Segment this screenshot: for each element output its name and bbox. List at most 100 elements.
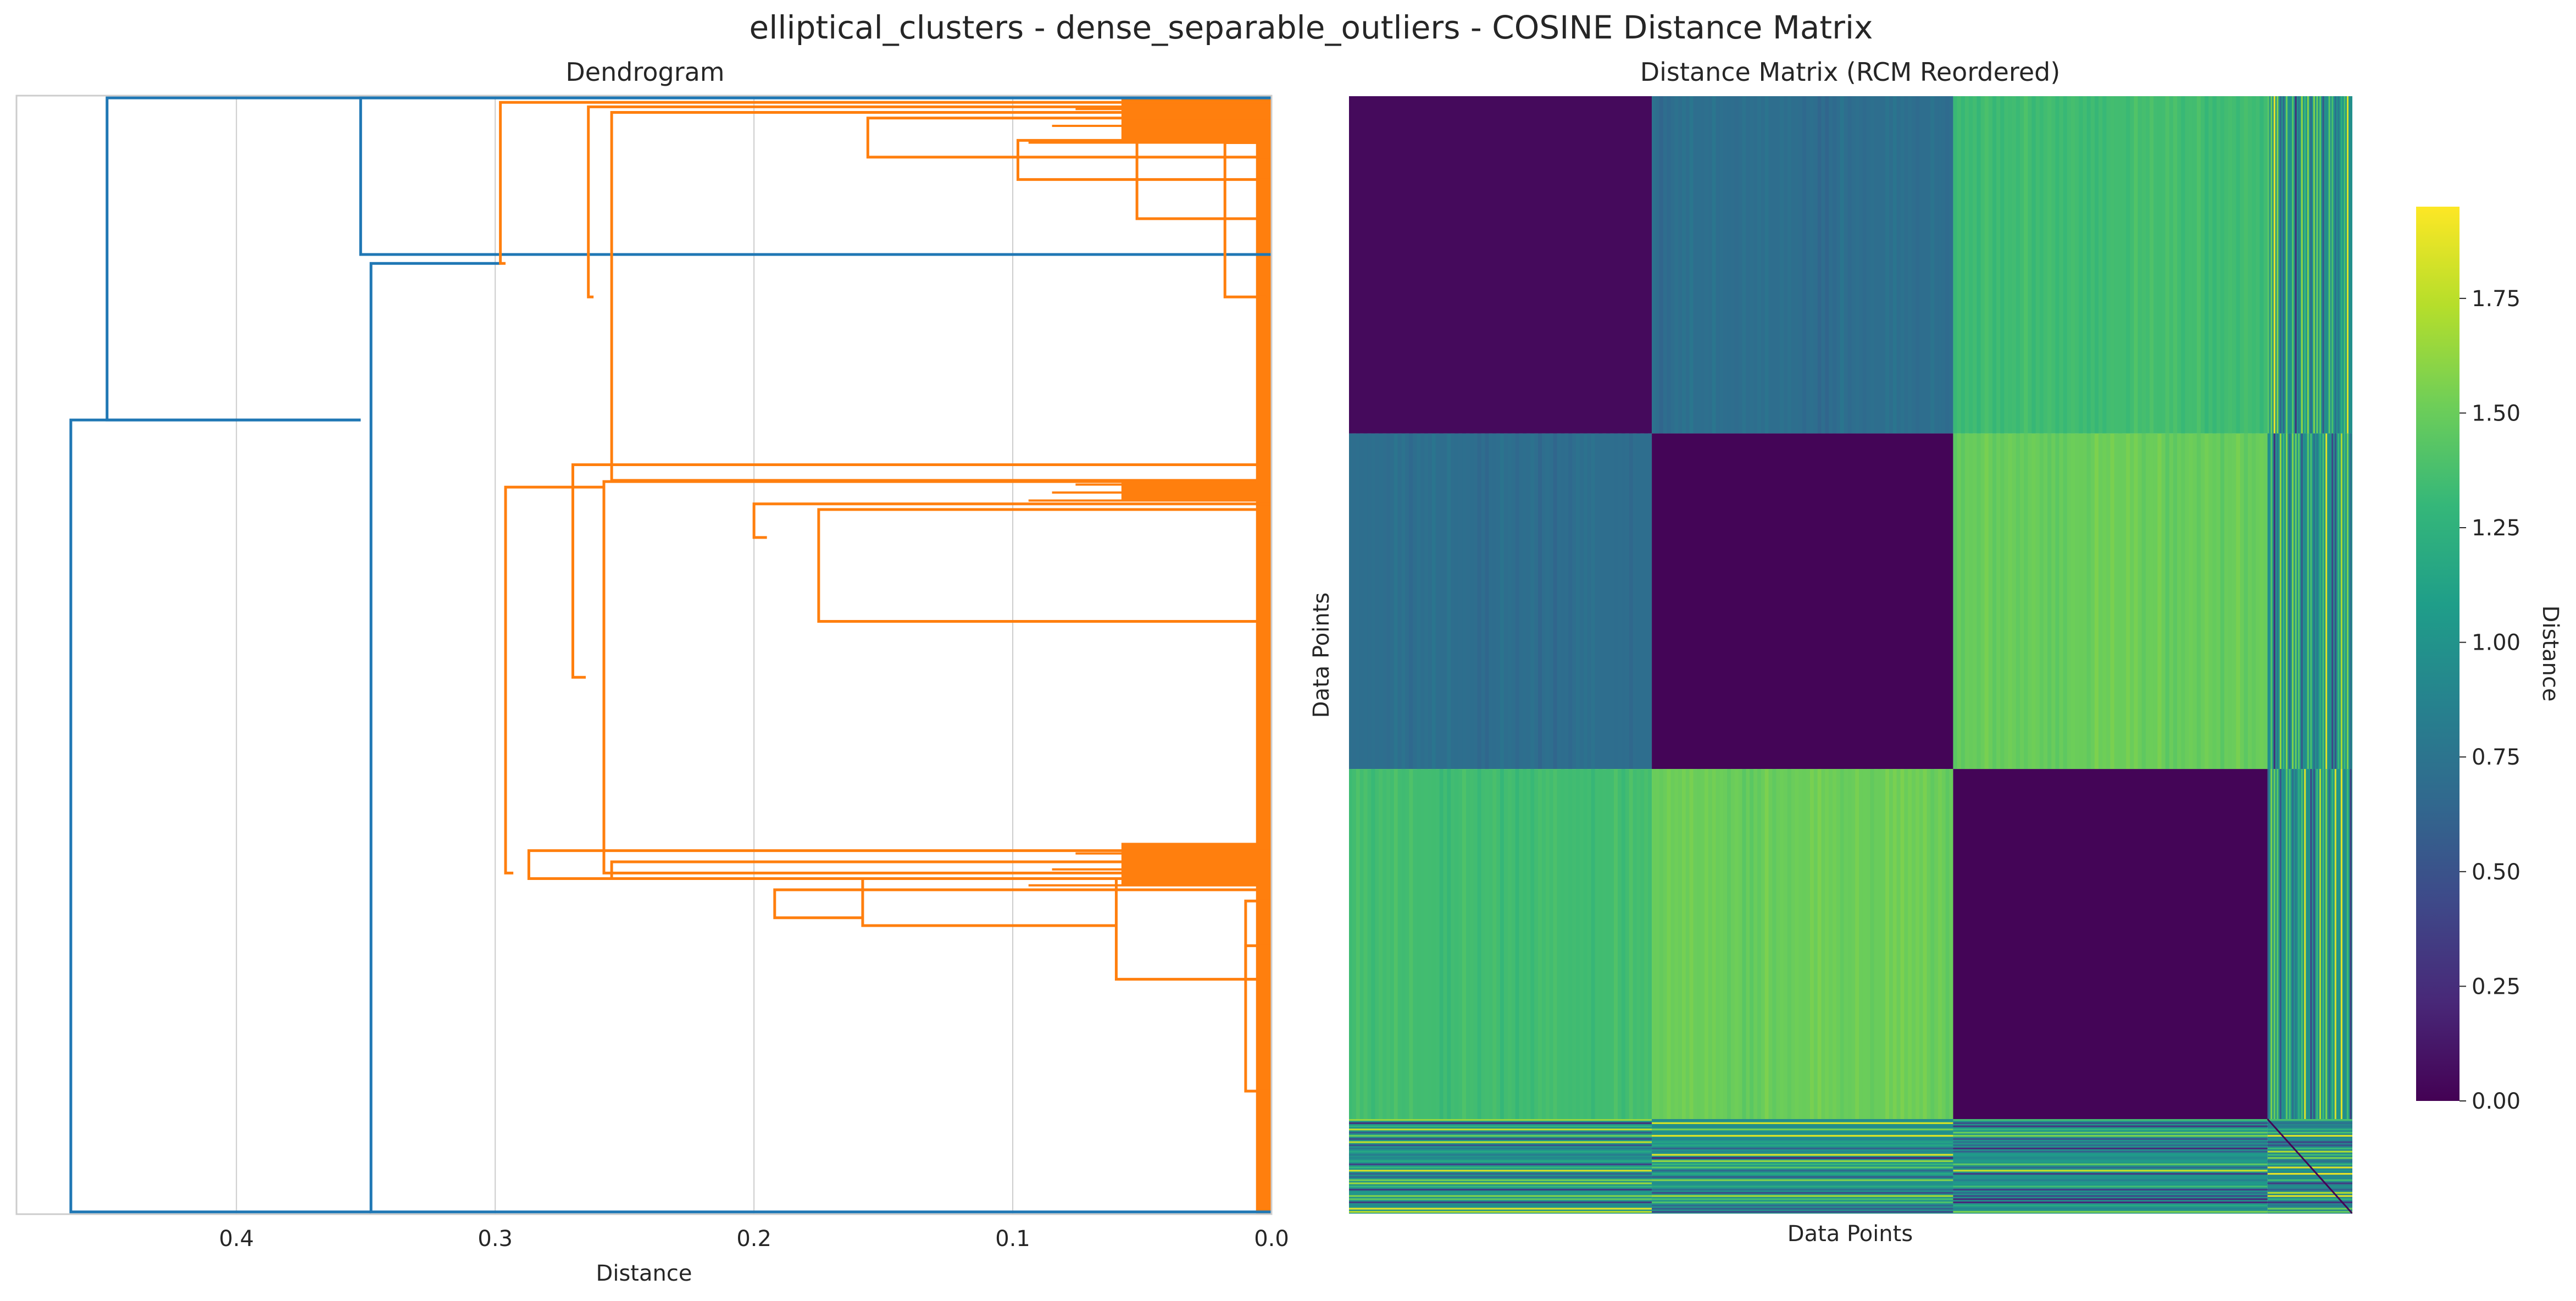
- heatmap-texture: [2071, 433, 2075, 769]
- heatmap-texture: [1809, 96, 1814, 434]
- heatmap-stripe: [2331, 769, 2334, 1120]
- heatmap-texture: [2165, 433, 2169, 769]
- dendrogram-links: [69, 96, 1272, 1214]
- heatmap-texture: [2244, 433, 2248, 769]
- heatmap-stripe: [2310, 433, 2312, 769]
- heatmap-stripe: [1652, 1176, 1953, 1178]
- dendrogram-tick-label: 0.0: [1254, 1226, 1289, 1252]
- heatmap-texture: [2063, 433, 2067, 769]
- heatmap-stripe: [1652, 1125, 1953, 1127]
- heatmap-texture: [1697, 769, 1701, 1120]
- heatmap-stripe: [1348, 1119, 1652, 1121]
- heatmap-texture: [1348, 769, 1352, 1120]
- heatmap-texture: [2102, 96, 2107, 434]
- heatmap-stripe: [1652, 1201, 1953, 1204]
- heatmap-texture: [2000, 433, 2005, 769]
- heatmap-stripe: [2267, 1198, 2353, 1200]
- heatmap-texture: [1945, 769, 1950, 1120]
- heatmap-texture: [2259, 96, 2264, 434]
- heatmap-stripe: [1953, 1188, 2268, 1191]
- heatmap-stripe: [2322, 433, 2324, 769]
- heatmap-stripe: [1652, 1166, 1953, 1169]
- dendrogram-tick-label: 0.2: [736, 1226, 771, 1252]
- heatmap-stripe: [1348, 1211, 1652, 1213]
- dendrogram-tick-label: 0.4: [219, 1226, 254, 1252]
- heatmap-texture: [1409, 433, 1413, 769]
- heatmap-texture: [1454, 769, 1459, 1120]
- heatmap-stripe: [2283, 769, 2285, 1120]
- heatmap-texture: [1667, 96, 1671, 434]
- heatmap-ylabel: Data Points: [1309, 593, 1334, 718]
- heatmap-texture: [1847, 769, 1852, 1120]
- heatmap-texture: [1644, 433, 1648, 769]
- dendrogram-link: [1244, 899, 1272, 981]
- heatmap-stripe: [2267, 1160, 2353, 1162]
- heatmap-texture: [1977, 96, 1981, 434]
- heatmap-texture: [1371, 769, 1375, 1120]
- heatmap-texture: [2134, 433, 2138, 769]
- heatmap-texture: [1500, 769, 1504, 1120]
- heatmap-texture: [2079, 433, 2083, 769]
- dendrogram-link: [861, 877, 1272, 927]
- heatmap-texture: [1802, 96, 1807, 434]
- heatmap-stripe: [1652, 1170, 1953, 1172]
- heatmap-stripe: [2267, 1157, 2353, 1159]
- dendrogram-link: [1244, 944, 1272, 1093]
- heatmap-stripe: [1953, 1125, 2268, 1127]
- heatmap-stripe: [2295, 769, 2297, 1120]
- heatmap-stripe: [2289, 433, 2291, 769]
- heatmap-stripe: [1953, 1160, 2268, 1162]
- heatmap-texture: [1674, 769, 1679, 1120]
- heatmap-stripe: [1348, 1132, 1652, 1134]
- dendrogram-link: [499, 101, 1272, 265]
- heatmap-frame: [1348, 95, 2353, 1215]
- heatmap-texture: [2063, 96, 2067, 434]
- heatmap-stripe: [2338, 769, 2340, 1120]
- heatmap-stripe: [2325, 96, 2328, 434]
- heatmap-texture: [1977, 433, 1981, 769]
- heatmap-texture: [1757, 96, 1761, 434]
- heatmap-stripe: [2267, 1128, 2353, 1131]
- heatmap-texture: [2000, 96, 2005, 434]
- heatmap-texture: [1719, 769, 1724, 1120]
- heatmap-stripe: [1348, 1192, 1652, 1194]
- heatmap-stripe: [2346, 433, 2349, 769]
- heatmap-stripe: [2267, 1154, 2353, 1156]
- heatmap-texture: [1636, 769, 1641, 1120]
- heatmap-stripe: [2319, 96, 2322, 434]
- heatmap-texture: [2173, 96, 2178, 434]
- heatmap-texture: [1840, 769, 1844, 1120]
- heatmap-texture: [1591, 769, 1595, 1120]
- heatmap-stripe: [1953, 1201, 2268, 1204]
- heatmap-stripe: [2313, 96, 2315, 434]
- dendrogram-tick-label: 0.1: [995, 1226, 1030, 1252]
- heatmap-stripe: [2301, 96, 2303, 434]
- heatmap-texture: [1431, 769, 1436, 1120]
- heatmap-texture: [1379, 769, 1383, 1120]
- heatmap-stripe: [2313, 769, 2315, 1120]
- heatmap-stripe: [2346, 96, 2349, 434]
- heatmap-texture: [2236, 96, 2240, 434]
- heatmap-texture: [2212, 433, 2217, 769]
- heatmap-texture: [1614, 433, 1618, 769]
- dendrogram-link: [1135, 139, 1272, 220]
- heatmap-stripe: [2267, 1119, 2353, 1121]
- heatmap-stripe: [2285, 433, 2288, 769]
- heatmap-texture: [2181, 433, 2185, 769]
- heatmap-texture: [1561, 769, 1565, 1120]
- heatmap-texture: [1855, 96, 1859, 434]
- heatmap-texture: [1900, 769, 1905, 1120]
- heatmap-stripe: [2267, 1188, 2353, 1191]
- heatmap-texture: [1394, 769, 1398, 1120]
- heatmap-stripe: [1953, 1179, 2268, 1181]
- heatmap-texture: [2181, 96, 2185, 434]
- heatmap-stripe: [2340, 769, 2342, 1120]
- heatmap-texture: [1780, 96, 1784, 434]
- heatmap-stripe: [2267, 1176, 2353, 1178]
- colorbar-tick-label: 1.50: [2472, 401, 2521, 426]
- heatmap-stripe: [2340, 433, 2342, 769]
- heatmap-stripe: [2267, 1173, 2353, 1175]
- heatmap-texture: [2024, 433, 2028, 769]
- heatmap-texture: [1492, 433, 1497, 769]
- heatmap-stripe: [2267, 1204, 2353, 1206]
